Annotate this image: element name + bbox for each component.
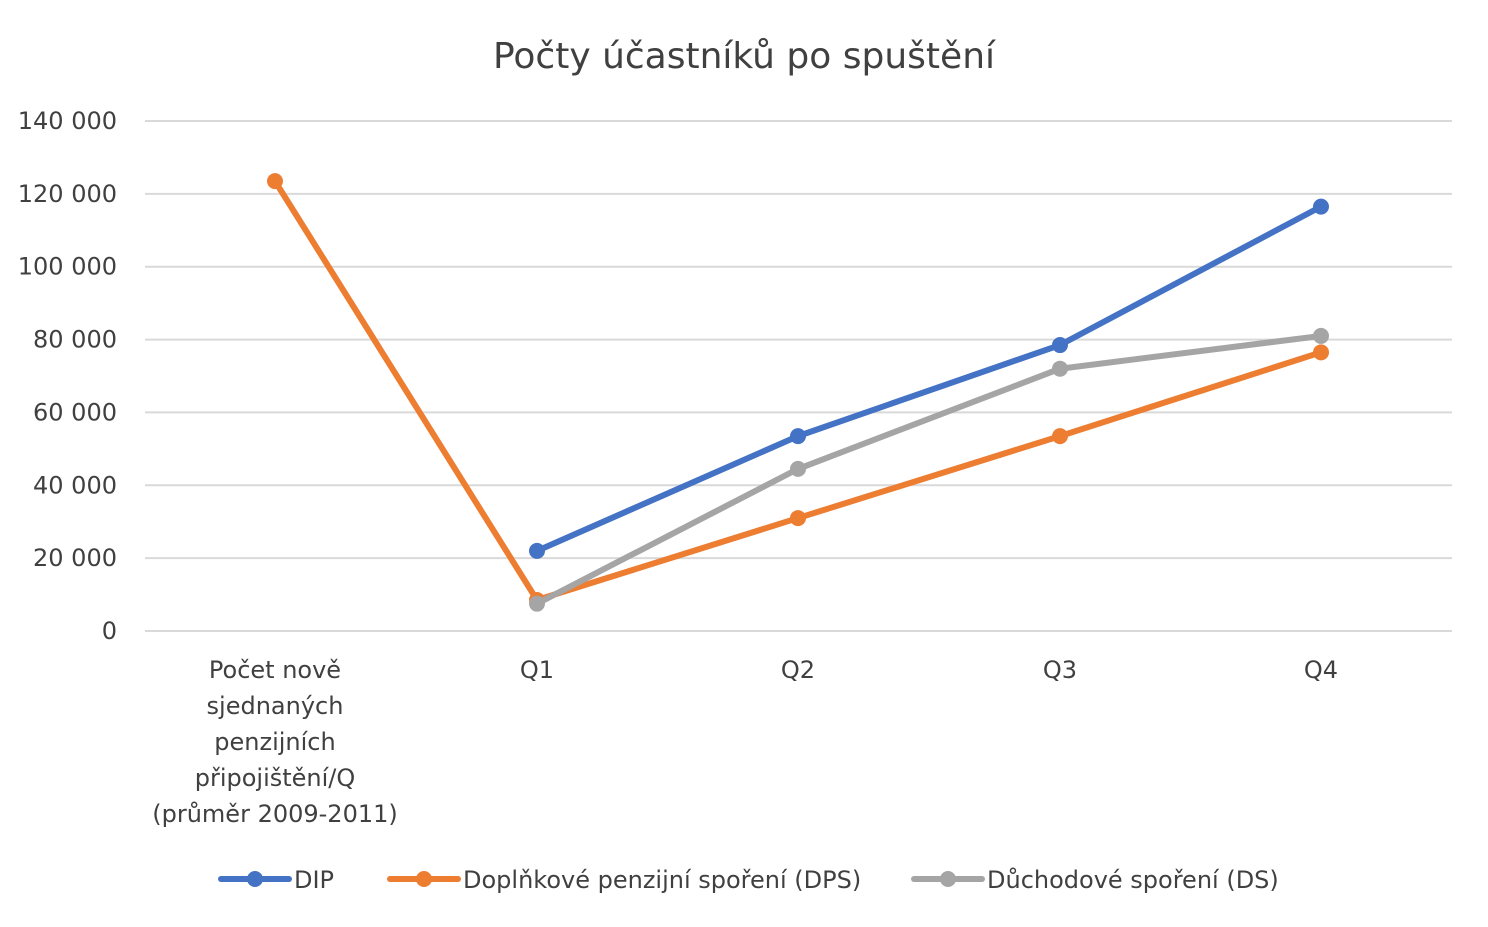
x-category-label-line: připojištění/Q — [195, 764, 356, 792]
data-point — [790, 460, 806, 477]
series-line — [534, 203, 1324, 554]
data-point — [529, 595, 545, 612]
legend-marker — [416, 871, 432, 887]
x-category-label-line: Q1 — [520, 656, 554, 684]
x-category-label-line: Q2 — [781, 656, 815, 684]
y-tick-label: 20 000 — [33, 544, 117, 572]
series-1 — [267, 173, 1329, 609]
legend-label: Důchodové spoření (DS) — [987, 866, 1279, 894]
series-line — [272, 178, 1324, 604]
y-tick-label: 100 000 — [18, 253, 117, 281]
y-tick-label: 120 000 — [18, 180, 117, 208]
x-category-label: Q4 — [1304, 656, 1338, 684]
x-category-label-line: Q4 — [1304, 656, 1338, 684]
legend-marker — [940, 871, 956, 887]
legend-entry: DIP — [218, 866, 334, 894]
x-category-label-line: sjednaných — [207, 692, 344, 720]
legend-marker — [247, 871, 263, 887]
data-point — [790, 428, 806, 445]
data-point — [790, 510, 806, 527]
data-point — [1313, 344, 1329, 361]
legend-entry: Doplňkové penzijní spoření (DPS) — [387, 866, 861, 894]
data-point — [1313, 198, 1329, 215]
data-point — [529, 542, 545, 559]
x-category-label: Počet nově sjednaných penzijních připojiště… — [152, 656, 398, 828]
gridlines — [145, 120, 1452, 632]
x-category-label-line: Q3 — [1043, 656, 1077, 684]
data-point — [1052, 428, 1068, 445]
legend-label: Doplňkové penzijní spoření (DPS) — [463, 866, 861, 894]
y-tick-label: 60 000 — [33, 398, 117, 426]
y-tick-label: 40 000 — [33, 471, 117, 499]
x-category-label: Q1 — [520, 656, 554, 684]
legend-entry: Důchodové spoření (DS) — [911, 866, 1279, 894]
x-category-label-line: Počet nově — [209, 656, 341, 684]
series-lines — [267, 173, 1329, 612]
legend: DIP Doplňkové penzijní spoření (DPS) Důcho… — [218, 866, 1279, 894]
data-point — [1052, 337, 1068, 354]
x-category-label: Q3 — [1043, 656, 1077, 684]
series-line — [534, 332, 1324, 607]
y-axis-tick-labels: 0 20 000 40 000 60 000 80 000 100 000 120 000 1… — [18, 107, 117, 645]
data-point — [267, 173, 283, 190]
y-tick-label: 0 — [102, 617, 117, 645]
chart-title: Počty účastníků po spuštění — [493, 36, 996, 77]
series-2 — [529, 327, 1329, 612]
series-0 — [529, 198, 1329, 559]
data-point — [1052, 360, 1068, 377]
x-category-label-line: (průměr 2009-2011) — [152, 800, 398, 828]
legend-label: DIP — [294, 866, 334, 894]
x-axis-category-labels: Počet nově sjednaných penzijních připojiště… — [152, 656, 1338, 828]
x-category-label-line: penzijních — [214, 728, 335, 756]
y-tick-label: 140 000 — [18, 107, 117, 135]
x-category-label: Q2 — [781, 656, 815, 684]
data-point — [1313, 327, 1329, 344]
y-tick-label: 80 000 — [33, 326, 117, 354]
